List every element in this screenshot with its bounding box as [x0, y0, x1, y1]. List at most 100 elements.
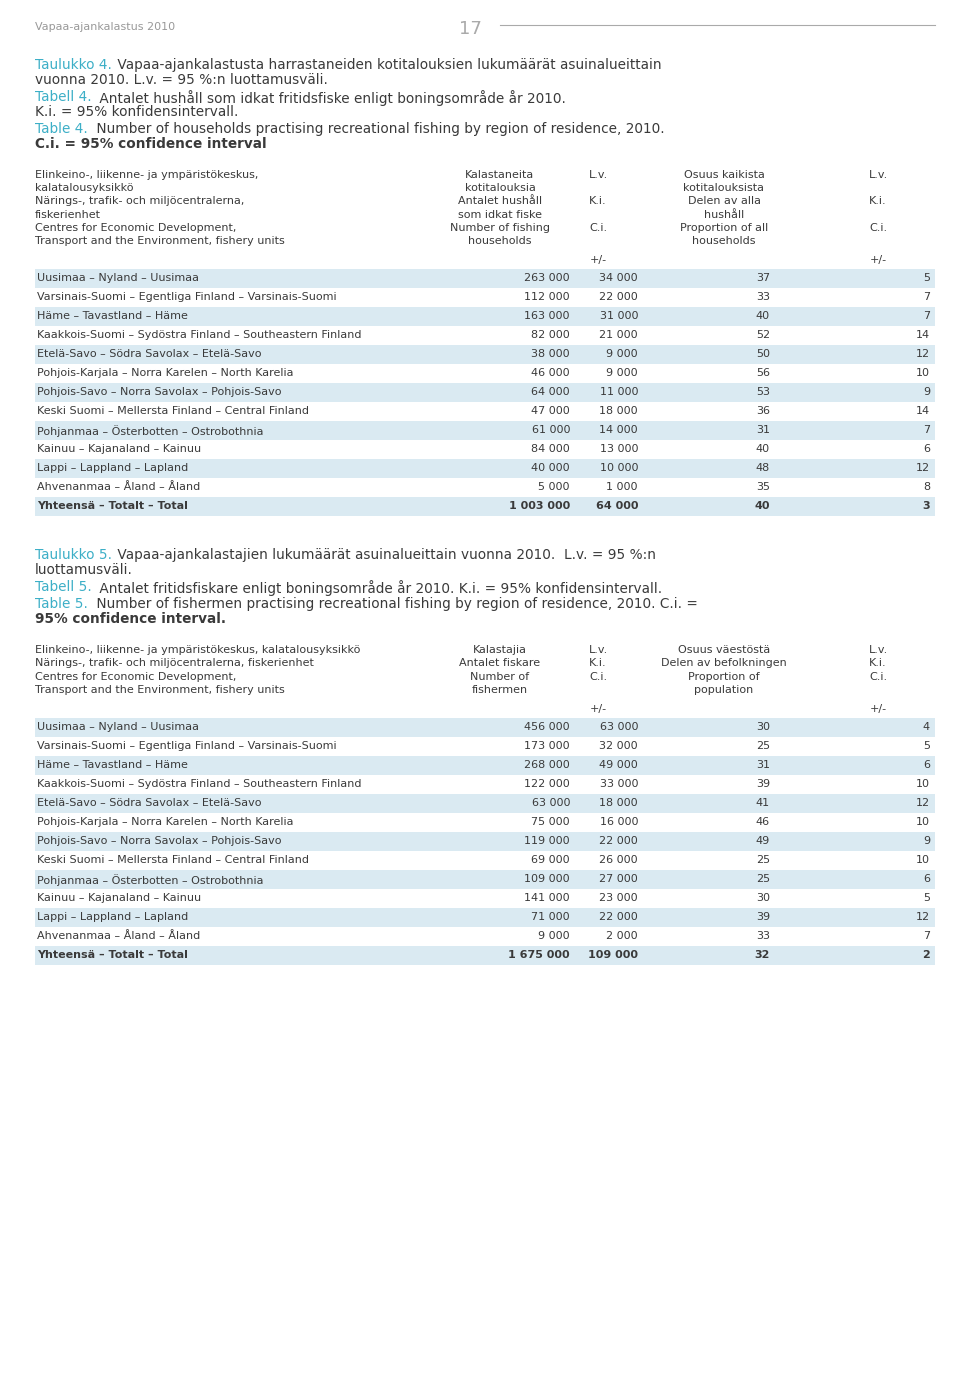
- Text: Tabell 4.: Tabell 4.: [35, 90, 91, 104]
- Text: hushåll: hushåll: [704, 210, 744, 219]
- Text: 32 000: 32 000: [599, 741, 638, 751]
- Bar: [35, 440, 935, 459]
- Text: 63 000: 63 000: [599, 722, 638, 731]
- Text: luottamusväli.: luottamusväli.: [35, 564, 132, 577]
- Text: Kainuu – Kajanaland – Kainuu: Kainuu – Kajanaland – Kainuu: [37, 892, 202, 904]
- Text: Antalet fiskare: Antalet fiskare: [460, 658, 540, 669]
- Bar: [35, 813, 935, 831]
- Text: 173 000: 173 000: [524, 741, 570, 751]
- Text: Transport and the Environment, fishery units: Transport and the Environment, fishery u…: [35, 236, 285, 246]
- Text: 5: 5: [923, 741, 930, 751]
- Text: Vapaa-ajankalastusta harrastaneiden kotitalouksien lukumäärät asuinalueittain: Vapaa-ajankalastusta harrastaneiden koti…: [113, 58, 661, 72]
- Bar: [35, 364, 935, 383]
- Text: Ahvenanmaa – Åland – Åland: Ahvenanmaa – Åland – Åland: [37, 482, 201, 493]
- Bar: [35, 851, 935, 870]
- Text: Lappi – Lappland – Lapland: Lappi – Lappland – Lapland: [37, 912, 188, 922]
- Text: 5: 5: [923, 892, 930, 904]
- Text: Etelä-Savo – Södra Savolax – Etelä-Savo: Etelä-Savo – Södra Savolax – Etelä-Savo: [37, 350, 261, 359]
- Text: +/-: +/-: [870, 255, 887, 265]
- Bar: [35, 947, 935, 965]
- Text: 48: 48: [756, 464, 770, 473]
- Text: L.v.: L.v.: [588, 645, 608, 655]
- Text: Osuus kaikista: Osuus kaikista: [684, 169, 764, 180]
- Bar: [35, 497, 935, 516]
- Text: 38 000: 38 000: [532, 350, 570, 359]
- Text: 13 000: 13 000: [599, 444, 638, 454]
- Bar: [35, 459, 935, 479]
- Text: 11 000: 11 000: [599, 387, 638, 397]
- Text: 7: 7: [923, 425, 930, 436]
- Text: Keski Suomi – Mellersta Finland – Central Finland: Keski Suomi – Mellersta Finland – Centra…: [37, 407, 309, 416]
- Text: Etelä-Savo – Södra Savolax – Etelä-Savo: Etelä-Savo – Södra Savolax – Etelä-Savo: [37, 798, 261, 808]
- Text: Pohjanmaa – Österbotten – Ostrobothnia: Pohjanmaa – Österbotten – Ostrobothnia: [37, 874, 263, 886]
- Text: Pohjanmaa – Österbotten – Ostrobothnia: Pohjanmaa – Österbotten – Ostrobothnia: [37, 425, 263, 437]
- Bar: [35, 479, 935, 497]
- Text: +/-: +/-: [589, 255, 607, 265]
- Text: kotitalouksia: kotitalouksia: [465, 183, 536, 193]
- Text: 26 000: 26 000: [599, 855, 638, 865]
- Text: 6: 6: [923, 761, 930, 770]
- Text: Osuus väestöstä: Osuus väestöstä: [678, 645, 770, 655]
- Text: Kaakkois-Suomi – Sydöstra Finland – Southeastern Finland: Kaakkois-Suomi – Sydöstra Finland – Sout…: [37, 779, 362, 788]
- Text: 9 000: 9 000: [539, 931, 570, 941]
- Text: Häme – Tavastland – Häme: Häme – Tavastland – Häme: [37, 311, 188, 321]
- Text: 40: 40: [756, 311, 770, 321]
- Text: 52: 52: [756, 330, 770, 340]
- Text: 9 000: 9 000: [607, 350, 638, 359]
- Text: 18 000: 18 000: [599, 407, 638, 416]
- Text: Taulukko 5.: Taulukko 5.: [35, 548, 112, 562]
- Text: 163 000: 163 000: [524, 311, 570, 321]
- Text: Centres for Economic Development,: Centres for Economic Development,: [35, 672, 236, 682]
- Text: Proportion of all: Proportion of all: [680, 223, 768, 233]
- Text: 32: 32: [755, 949, 770, 960]
- Bar: [35, 756, 935, 775]
- Text: kalatalousyksikkö: kalatalousyksikkö: [35, 183, 133, 193]
- Text: 25: 25: [756, 855, 770, 865]
- Text: Delen av befolkningen: Delen av befolkningen: [661, 658, 787, 669]
- Text: 16 000: 16 000: [599, 818, 638, 827]
- Text: Table 4.: Table 4.: [35, 122, 87, 136]
- Text: 31: 31: [756, 425, 770, 436]
- Bar: [35, 383, 935, 403]
- Text: 56: 56: [756, 368, 770, 378]
- Text: 33: 33: [756, 931, 770, 941]
- Text: C.i.: C.i.: [869, 223, 887, 233]
- Text: Keski Suomi – Mellersta Finland – Central Finland: Keski Suomi – Mellersta Finland – Centra…: [37, 855, 309, 865]
- Text: 1 003 000: 1 003 000: [509, 501, 570, 511]
- Text: 30: 30: [756, 722, 770, 731]
- Text: 40: 40: [756, 444, 770, 454]
- Text: 10: 10: [916, 368, 930, 378]
- Text: Häme – Tavastland – Häme: Häme – Tavastland – Häme: [37, 761, 188, 770]
- Text: population: population: [694, 684, 754, 695]
- Text: Tabell 5.: Tabell 5.: [35, 580, 92, 594]
- Text: 36: 36: [756, 407, 770, 416]
- Text: Lappi – Lappland – Lapland: Lappi – Lappland – Lapland: [37, 464, 188, 473]
- Text: 12: 12: [916, 350, 930, 359]
- Text: 40 000: 40 000: [532, 464, 570, 473]
- Text: 63 000: 63 000: [532, 798, 570, 808]
- Text: 5: 5: [923, 273, 930, 283]
- Text: 33: 33: [756, 293, 770, 303]
- Text: 5 000: 5 000: [539, 482, 570, 493]
- Text: 49 000: 49 000: [599, 761, 638, 770]
- Text: 6: 6: [923, 444, 930, 454]
- Text: Uusimaa – Nyland – Uusimaa: Uusimaa – Nyland – Uusimaa: [37, 273, 199, 283]
- Text: 6: 6: [923, 874, 930, 884]
- Text: Pohjois-Karjala – Norra Karelen – North Karelia: Pohjois-Karjala – Norra Karelen – North …: [37, 368, 294, 378]
- Text: 22 000: 22 000: [599, 912, 638, 922]
- Text: Antalet fritidsfiskare enligt boningsområde år 2010. K.i. = 95% konfidensinterva: Antalet fritidsfiskare enligt boningsomr…: [95, 580, 662, 597]
- Text: fiskerienhet: fiskerienhet: [35, 210, 101, 219]
- Bar: [35, 421, 935, 440]
- Text: Pohjois-Karjala – Norra Karelen – North Karelia: Pohjois-Karjala – Norra Karelen – North …: [37, 818, 294, 827]
- Text: 34 000: 34 000: [599, 273, 638, 283]
- Bar: [35, 908, 935, 927]
- Bar: [35, 737, 935, 756]
- Text: 23 000: 23 000: [599, 892, 638, 904]
- Text: 37: 37: [756, 273, 770, 283]
- Text: Närings-, trafik- och miljöcentralerna, fiskerienhet: Närings-, trafik- och miljöcentralerna, …: [35, 658, 314, 669]
- Bar: [35, 888, 935, 908]
- Text: Centres for Economic Development,: Centres for Economic Development,: [35, 223, 236, 233]
- Text: 8: 8: [923, 482, 930, 493]
- Text: Kaakkois-Suomi – Sydöstra Finland – Southeastern Finland: Kaakkois-Suomi – Sydöstra Finland – Sout…: [37, 330, 362, 340]
- Text: L.v.: L.v.: [869, 645, 888, 655]
